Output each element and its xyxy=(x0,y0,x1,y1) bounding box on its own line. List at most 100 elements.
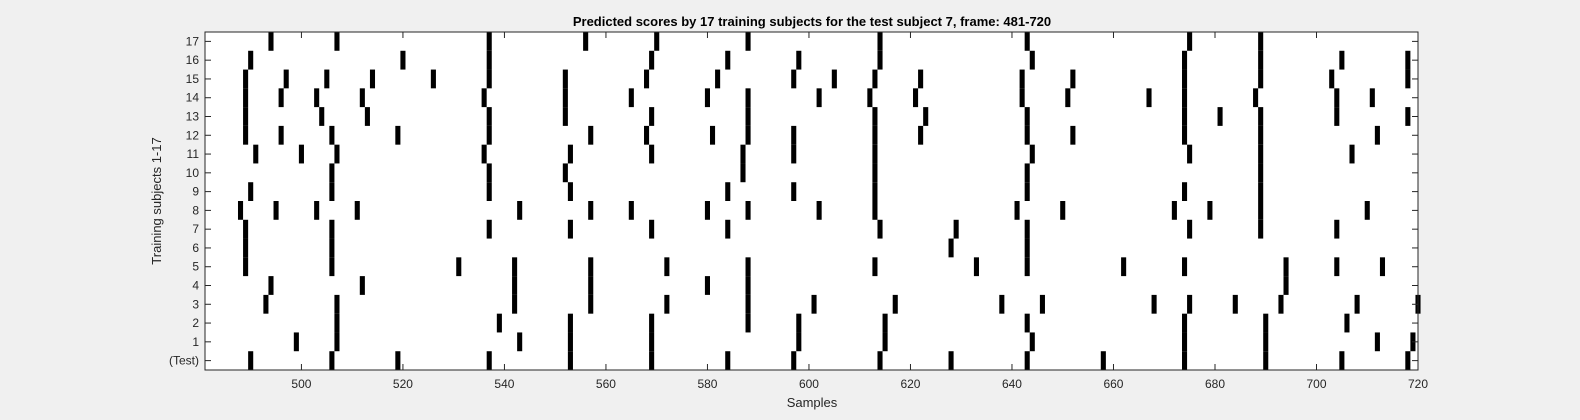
data-mark xyxy=(512,294,518,314)
data-mark xyxy=(263,294,269,314)
data-mark xyxy=(1100,351,1106,370)
data-mark xyxy=(334,294,340,314)
data-mark xyxy=(709,125,716,145)
data-mark xyxy=(1065,88,1071,108)
data-mark xyxy=(562,163,568,183)
plot-area xyxy=(205,32,1418,370)
data-mark xyxy=(364,107,370,126)
data-mark xyxy=(1024,238,1030,258)
x-tick-label: 620 xyxy=(900,377,920,391)
data-mark xyxy=(1349,144,1355,164)
data-mark xyxy=(567,182,573,201)
data-mark xyxy=(1070,69,1076,89)
data-mark xyxy=(1182,69,1188,89)
y-tick-label: 4 xyxy=(192,279,199,293)
data-mark xyxy=(273,201,279,220)
data-mark xyxy=(948,351,954,370)
data-mark xyxy=(791,69,797,89)
data-mark xyxy=(329,238,335,258)
data-mark xyxy=(725,50,731,70)
y-tick-label: 14 xyxy=(186,91,200,105)
data-mark xyxy=(745,107,751,126)
data-mark xyxy=(1182,313,1188,333)
data-mark xyxy=(664,294,670,314)
data-mark xyxy=(359,88,365,108)
data-mark xyxy=(400,50,406,70)
data-mark xyxy=(456,257,462,277)
data-mark xyxy=(567,351,573,370)
data-mark xyxy=(512,276,518,295)
data-mark xyxy=(1258,219,1264,239)
data-mark xyxy=(1278,294,1284,314)
data-mark xyxy=(1334,107,1340,126)
data-mark xyxy=(1374,125,1380,145)
data-mark xyxy=(517,201,523,220)
data-mark xyxy=(1379,257,1386,277)
data-mark xyxy=(791,351,797,370)
data-mark xyxy=(1070,125,1076,145)
data-mark xyxy=(872,69,878,89)
data-mark xyxy=(583,32,589,51)
data-mark xyxy=(1329,69,1335,89)
data-mark xyxy=(588,201,594,220)
data-mark xyxy=(745,257,751,277)
data-mark xyxy=(644,125,650,145)
data-mark xyxy=(1232,294,1238,314)
data-mark xyxy=(923,107,929,126)
data-mark xyxy=(512,257,518,277)
y-tick-label: 2 xyxy=(192,316,199,330)
data-mark xyxy=(872,201,878,220)
data-mark xyxy=(486,219,492,239)
data-mark xyxy=(1182,88,1188,108)
data-mark xyxy=(745,276,751,295)
data-mark xyxy=(628,201,634,220)
data-mark xyxy=(248,182,254,201)
data-mark xyxy=(872,163,878,183)
data-mark xyxy=(329,182,335,201)
y-tick-label: 17 xyxy=(186,34,200,48)
data-mark xyxy=(872,182,878,201)
data-mark xyxy=(1182,50,1188,70)
data-mark xyxy=(1258,107,1264,126)
data-mark xyxy=(1344,313,1350,333)
data-mark xyxy=(649,313,655,333)
y-tick-label: 12 xyxy=(186,128,200,142)
data-mark xyxy=(562,88,568,108)
data-mark xyxy=(1258,69,1264,89)
data-mark xyxy=(243,125,249,145)
y-tick-label: 1 xyxy=(192,335,199,349)
data-mark xyxy=(329,219,335,239)
data-mark xyxy=(740,163,746,183)
data-mark xyxy=(486,50,492,70)
x-tick-label: 600 xyxy=(799,377,819,391)
data-mark xyxy=(704,201,710,220)
data-mark xyxy=(334,144,340,164)
data-mark xyxy=(791,182,797,201)
data-mark xyxy=(481,88,487,108)
data-mark xyxy=(1019,69,1025,89)
data-mark xyxy=(649,144,655,164)
data-mark xyxy=(486,182,492,201)
data-mark xyxy=(877,219,883,239)
data-mark xyxy=(496,313,502,333)
data-mark xyxy=(1024,125,1030,145)
y-axis-label: Training subjects 1-17 xyxy=(149,137,164,264)
data-mark xyxy=(567,219,573,239)
data-mark xyxy=(243,257,249,277)
data-mark xyxy=(1258,50,1264,70)
x-tick-label: 520 xyxy=(393,377,413,391)
plot-frame xyxy=(204,31,1419,371)
y-tick-label: 9 xyxy=(192,185,199,199)
data-mark xyxy=(1258,32,1264,51)
data-mark xyxy=(1024,182,1030,201)
y-tick-label: 6 xyxy=(192,241,199,255)
data-mark xyxy=(1334,88,1340,108)
data-marks xyxy=(237,32,1421,370)
data-mark xyxy=(562,107,568,126)
data-mark xyxy=(486,163,492,183)
data-mark xyxy=(1187,32,1193,51)
data-mark xyxy=(329,257,335,277)
data-mark xyxy=(1258,144,1264,164)
data-mark xyxy=(872,125,878,145)
